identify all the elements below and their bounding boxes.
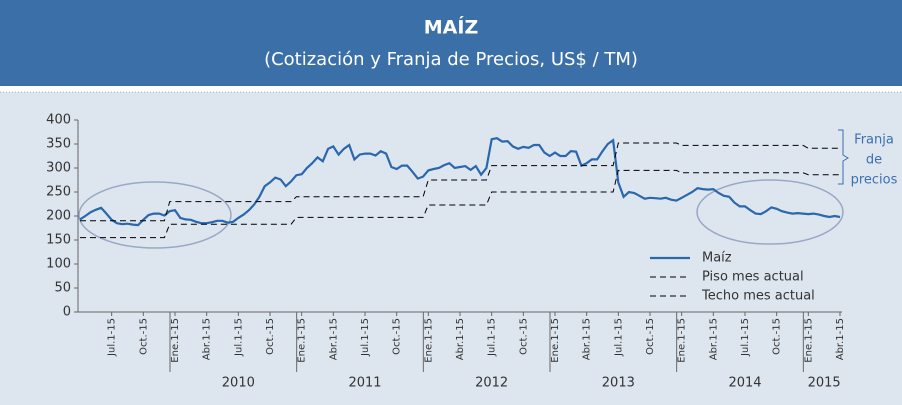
x-tick-label: Ene.1-15 — [803, 318, 814, 363]
x-tick-label: Oct.-15 — [772, 318, 783, 355]
y-tick-label: 250 — [46, 185, 71, 200]
y-tick-label: 50 — [54, 281, 71, 296]
legend-label: Techo mes actual — [701, 289, 815, 304]
x-tick-label: Jul.1-15 — [487, 318, 498, 357]
chart-subtitle: (Cotización y Franja de Precios, US$ / T… — [264, 49, 638, 70]
annotation: Franja — [854, 133, 894, 148]
y-tick-label: 150 — [46, 233, 71, 248]
brace — [838, 129, 849, 185]
series-line — [80, 169, 840, 239]
year-label: 2015 — [808, 376, 841, 391]
year-label: 2013 — [602, 376, 635, 391]
y-tick-label: 100 — [46, 257, 71, 272]
panel — [0, 92, 902, 405]
year-label: 2014 — [728, 376, 761, 391]
x-tick-label: Oct.-15 — [392, 318, 403, 355]
x-tick-label: Ene.1-15 — [297, 318, 308, 363]
y-tick-label: 400 — [46, 113, 71, 128]
annotation: precios — [851, 173, 898, 188]
x-tick-label: Ene.1-15 — [170, 318, 181, 363]
y-tick-label: 300 — [46, 161, 71, 176]
x-tick-label: Abr.1-15 — [708, 318, 719, 360]
x-tick-label: Ene.1-15 — [423, 318, 434, 363]
series-line — [80, 142, 840, 222]
x-tick-label: Ene.1-15 — [677, 318, 688, 363]
x-tick-label: Abr.1-15 — [835, 318, 846, 360]
x-tick-label: Jul.1-15 — [740, 318, 751, 357]
header — [0, 0, 902, 86]
legend-label: Maíz — [702, 251, 732, 266]
y-tick-label: 0 — [63, 305, 71, 320]
year-label: 2011 — [348, 376, 381, 391]
x-tick-label: Abr.1-15 — [202, 318, 213, 360]
x-tick-label: Ene.1-15 — [550, 318, 561, 363]
x-tick-label: Jul.1-15 — [613, 318, 624, 357]
legend-label: Piso mes actual — [702, 270, 804, 285]
x-tick-label: Jul.1-15 — [233, 318, 244, 357]
x-tick-label: Oct.-15 — [645, 318, 656, 355]
x-tick-label: Abr.1-15 — [455, 318, 466, 360]
x-tick-label: Oct.-15 — [518, 318, 529, 355]
x-tick-label: Abr.1-15 — [328, 318, 339, 360]
x-tick-label: Jul.1-15 — [360, 318, 371, 357]
highlight-ellipse — [696, 179, 844, 245]
year-label: 2010 — [222, 376, 255, 391]
y-tick-label: 350 — [46, 137, 71, 152]
highlight-ellipse — [78, 181, 232, 249]
annotation: de — [866, 153, 882, 168]
x-tick-label: Oct.-15 — [138, 318, 149, 355]
chart-title: MAÍZ — [424, 16, 478, 39]
series-line — [79, 137, 841, 227]
y-tick-label: 200 — [46, 209, 71, 224]
x-tick-label: Oct.-15 — [265, 318, 276, 355]
year-label: 2012 — [475, 376, 508, 391]
x-tick-label: Jul.1-15 — [107, 318, 118, 357]
x-tick-label: Abr.1-15 — [582, 318, 593, 360]
